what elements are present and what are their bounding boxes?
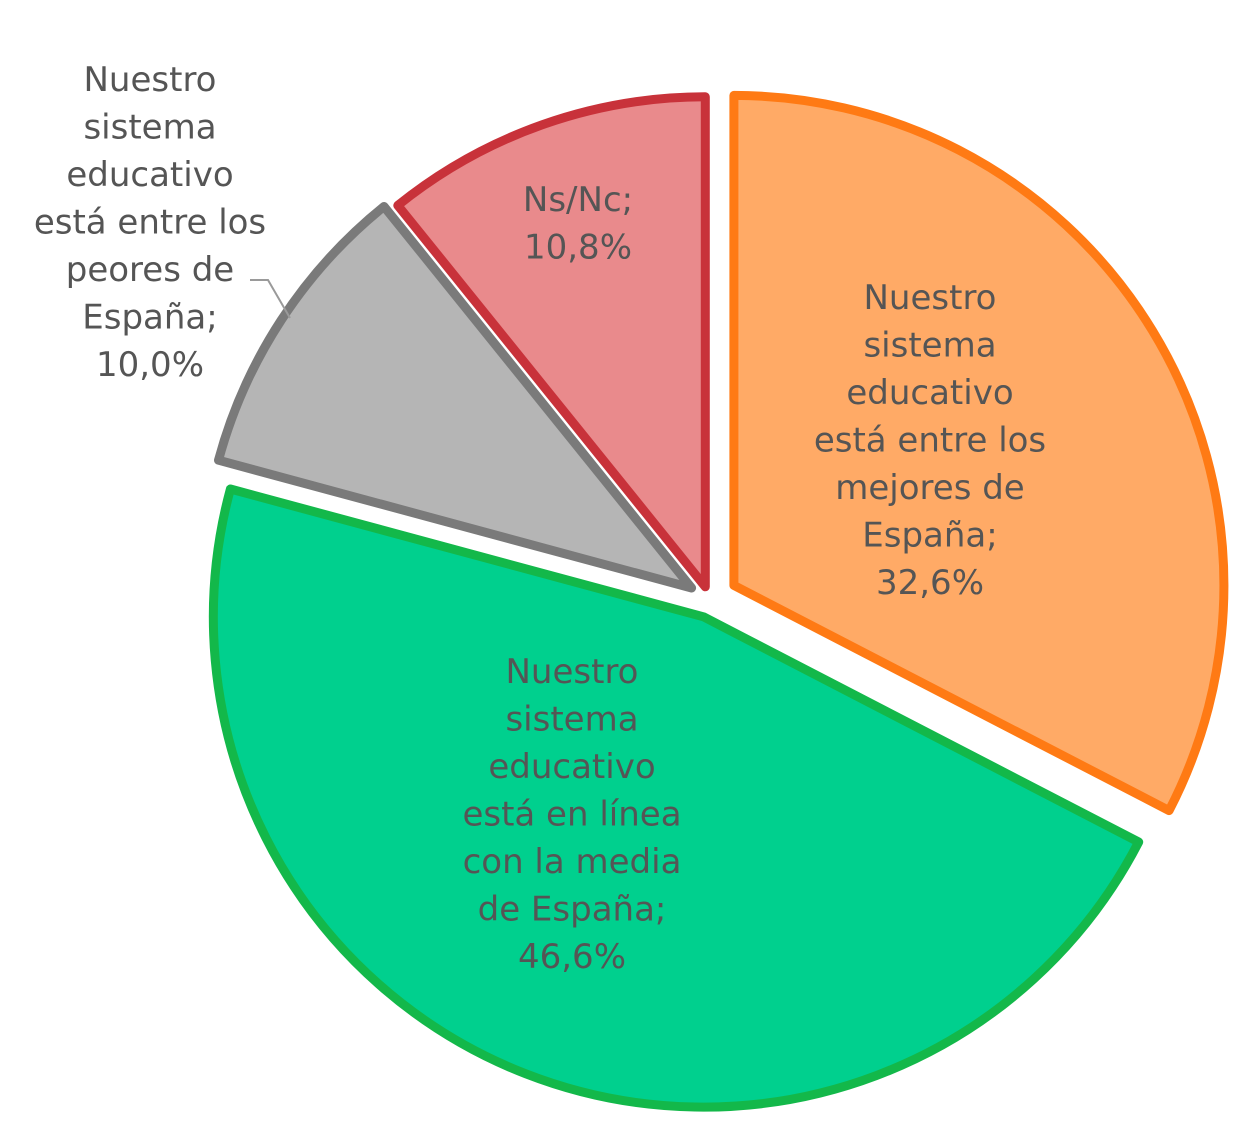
slice-label-1-line-3: educativo: [846, 373, 1013, 413]
slice-label-1-line-4: está entre los: [814, 421, 1046, 461]
slice-label-2-line-3: educativo: [488, 747, 655, 787]
slice-label-3-line-4: está entre los: [34, 203, 266, 243]
pie-slice-3: [214, 202, 697, 593]
slice-label-2-line-5: con la media: [463, 842, 682, 882]
leaders-layer: [250, 279, 291, 319]
slice-label-4-line-1: Ns/Nc;: [523, 180, 633, 220]
slice-label-4-line-2: 10,8%: [524, 228, 632, 268]
slice-label-2-line-1: Nuestro: [506, 652, 639, 692]
slice-label-1-line-1: Nuestro: [864, 278, 997, 318]
slice-label-1-line-2: sistema: [863, 326, 996, 366]
pie-slice-2: [208, 484, 1144, 1112]
slice-label-2-line-2: sistema: [505, 700, 638, 740]
slice-label-4: Ns/Nc; 10,8%: [523, 180, 633, 268]
slice-label-1-line-6: España;: [862, 516, 997, 556]
slice-label-1-line-5: mejores de: [835, 468, 1024, 508]
slice-label-3-line-1: Nuestro: [84, 60, 217, 100]
slice-label-3-line-2: sistema: [83, 108, 216, 148]
slice-label-3-line-7: 10,0%: [96, 345, 204, 385]
slice-label-2-line-7: 46,6%: [518, 937, 626, 977]
leader-line-3: [250, 279, 291, 319]
slice-label-1-line-7: 32,6%: [876, 563, 984, 603]
slice-label-2-line-6: de España;: [478, 890, 667, 930]
pie-slice-4: [393, 92, 710, 592]
slice-label-3-line-6: España;: [82, 298, 217, 338]
slice-label-1: Nuestro sistema educativo está entre los mej…: [814, 278, 1046, 603]
pie-slice-1: [729, 90, 1229, 816]
slice-label-2-line-4: está en línea: [462, 795, 681, 835]
slices-layer: [208, 90, 1229, 1112]
slice-label-2: Nuestro sistema educativo está en línea con …: [462, 652, 681, 977]
slice-label-3: Nuestro sistema educativo está entre los peo…: [34, 60, 266, 385]
slice-label-3-line-3: educativo: [66, 155, 233, 195]
labels-layer: Nuestro sistema educativo está entre los mej…: [34, 60, 1046, 977]
slice-label-3-line-5: peores de: [66, 250, 234, 290]
